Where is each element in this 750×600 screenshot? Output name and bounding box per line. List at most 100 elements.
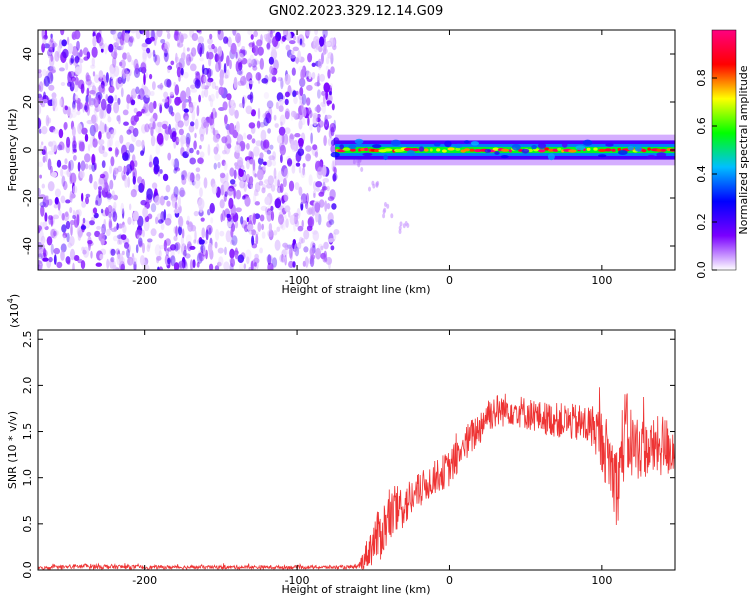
spectrogram-noise-cell: [196, 150, 200, 155]
signal-band-edge: [454, 143, 463, 149]
spectrogram-noise-cell: [100, 98, 107, 111]
spectrogram-noise-cell: [89, 173, 93, 184]
spectrogram-tail-cell: [398, 225, 402, 231]
spectrogram-noise-cell: [298, 34, 304, 39]
spectrogram-noise-cell: [109, 129, 115, 139]
spectrogram-noise-cell: [96, 225, 102, 230]
spectrogram-noise-cell: [167, 65, 173, 70]
spectrogram-noise-cell: [235, 61, 240, 72]
spectrogram-noise-cell: [327, 52, 334, 59]
spectrogram-noise-cell: [42, 221, 48, 228]
signal-band-edge: [354, 138, 364, 145]
spectrogram-noise-cell: [289, 214, 296, 225]
spectrogram-noise-cell: [266, 149, 272, 155]
spectrogram-noise-cell: [269, 65, 274, 74]
colorbar: 0.0 0.2 0.4 0.6 0.8 Normalized spectral ampl…: [695, 29, 750, 279]
spectrogram-noise-cell: [128, 37, 136, 44]
spectrogram-noise-cell: [177, 120, 184, 128]
y-tick-label: -40: [21, 237, 34, 255]
spectrogram-noise-cell: [224, 246, 227, 256]
spectrogram-noise-cell: [314, 82, 321, 87]
spectrogram-noise-cell: [196, 261, 200, 268]
spectrogram-x-label: Height of straight line (km): [281, 283, 430, 296]
spectrogram-noise-cell: [173, 262, 180, 270]
spectrogram-noise-cell: [157, 121, 163, 128]
signal-band-edge: [511, 144, 521, 151]
spectrogram-noise-cell: [264, 74, 269, 85]
spectrogram-noise-cell: [117, 76, 123, 84]
signal-band-peak: [464, 148, 470, 152]
spectrogram-noise-cell: [297, 137, 304, 147]
spectrogram-noise-cell: [331, 203, 337, 210]
spectrogram-noise-cell: [204, 87, 209, 98]
spectrogram-noise-cell: [185, 132, 191, 145]
spectrogram-noise-cell: [327, 196, 335, 202]
spectrogram-noise-cell: [108, 43, 114, 53]
spectrogram-noise-cell: [178, 128, 184, 136]
spectrogram-noise-cell: [50, 228, 56, 239]
spectrogram-noise-cell: [130, 88, 137, 99]
spectrogram-noise-cell: [93, 181, 98, 190]
signal-band-peak: [660, 148, 667, 152]
spectrogram-noise-cell: [181, 169, 188, 181]
spectrogram-noise-cell: [190, 63, 197, 72]
spectrogram-noise-cell: [302, 166, 305, 176]
spectrogram-noise-cell: [254, 201, 260, 206]
spectrogram-noise-cell: [69, 195, 73, 201]
spectrogram-noise-cell: [253, 146, 260, 157]
spectrogram-noise-cell: [130, 189, 137, 198]
spectrogram-noise-cell: [327, 137, 335, 147]
spectrogram-noise-cell: [100, 208, 104, 214]
spectrogram-noise-cell: [148, 102, 154, 114]
spectrogram-noise-cell: [260, 205, 268, 211]
spectrogram-noise-cell: [205, 229, 209, 241]
spectrogram-noise-cell: [151, 30, 155, 41]
colorbar-tick-label: 0.8: [695, 69, 708, 87]
spectrogram-noise-cell: [164, 98, 169, 110]
spectrogram-noise-cell: [259, 247, 263, 254]
spectrogram-noise-cell: [100, 238, 105, 246]
spectrogram-noise-cell: [98, 84, 105, 93]
spectrogram-noise-cell: [120, 202, 125, 214]
spectrogram-noise-cell: [213, 162, 217, 170]
spectrogram-noise-cell: [182, 46, 186, 59]
spectrogram-noise-cell: [156, 213, 163, 221]
spectrogram-noise-cell: [222, 101, 228, 111]
spectrogram-noise-cell: [62, 212, 70, 222]
spectrogram-tail-cell: [390, 213, 394, 219]
spectrogram-noise-cell: [317, 58, 323, 69]
x-tick-label: 0: [446, 574, 453, 587]
spectrogram-noise-cell: [322, 178, 330, 183]
spectrogram-noise-cell: [333, 167, 337, 175]
spectrogram-noise-cell: [289, 134, 296, 140]
spectrogram-noise-cell: [150, 158, 154, 171]
spectrogram-noise-cell: [86, 87, 90, 97]
spectrogram-noise-cell: [224, 114, 228, 125]
spectrogram-noise-cell: [104, 42, 108, 55]
y-tick-label: 1.5: [21, 423, 34, 441]
spectrogram-noise-cell: [106, 103, 112, 115]
spectrogram-noise-cell: [72, 140, 77, 149]
spectrogram-noise-cell: [285, 32, 292, 42]
spectrogram-noise-cell: [318, 45, 323, 53]
spectrogram-noise-cell: [44, 212, 48, 223]
spectrogram-marks: [38, 30, 675, 270]
spectrogram-noise-cell: [287, 158, 293, 167]
spectrogram-noise-cell: [129, 203, 132, 211]
snr-y-axis: 0.0 0.5 1.0 1.5 2.0 2.5: [21, 330, 675, 579]
spectrogram-noise-cell: [85, 94, 89, 105]
spectrogram-noise-cell: [68, 161, 71, 173]
spectrogram-noise-cell: [283, 168, 289, 180]
spectrogram-noise-cell: [69, 172, 72, 185]
spectrogram-noise-cell: [317, 213, 322, 226]
spectrogram-noise-cell: [53, 230, 57, 237]
spectrogram-noise-cell: [279, 144, 286, 156]
spectrogram-noise-cell: [267, 262, 274, 270]
spectrogram-noise-cell: [265, 112, 272, 124]
spectrogram-noise-cell: [329, 189, 336, 200]
spectrogram-noise-cell: [326, 100, 333, 105]
spectrogram-noise-cell: [102, 151, 108, 158]
spectrogram-noise-cell: [251, 138, 256, 144]
spectrogram-noise-cell: [229, 248, 235, 259]
